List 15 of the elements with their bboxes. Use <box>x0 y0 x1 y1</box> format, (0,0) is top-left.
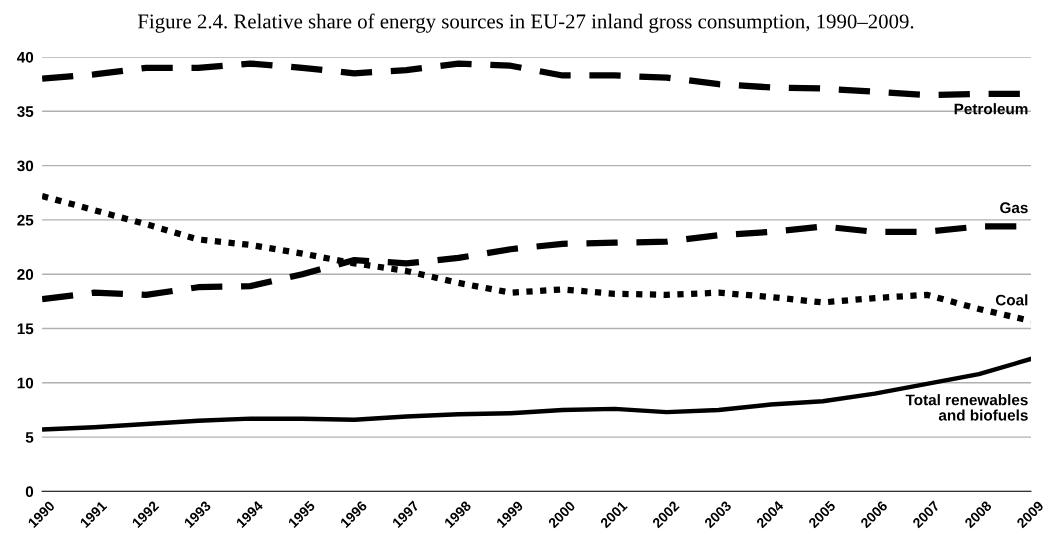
chart-title: Figure 2.4. Relative share of energy sources in EU-27 inland gross consumption, 1990–2009. <box>137 13 914 33</box>
series-label: Coal <box>995 294 1028 306</box>
y-tick-label: 20 <box>17 269 34 280</box>
y-tick-label: 40 <box>16 51 34 63</box>
y-tick-label: 10 <box>17 377 34 389</box>
y-tick-label: 0 <box>25 486 34 498</box>
y-tick-label: 35 <box>17 106 34 118</box>
series-label: Total renewables and biofuels <box>905 394 1028 421</box>
series-label: Petroleum <box>954 103 1028 115</box>
y-tick-label: 30 <box>17 160 34 172</box>
y-tick-label: 5 <box>25 432 34 443</box>
line-series <box>42 356 1031 432</box>
series-label: Gas <box>1000 202 1028 214</box>
y-tick-label: 25 <box>17 214 34 226</box>
y-tick-label: 15 <box>17 323 34 335</box>
